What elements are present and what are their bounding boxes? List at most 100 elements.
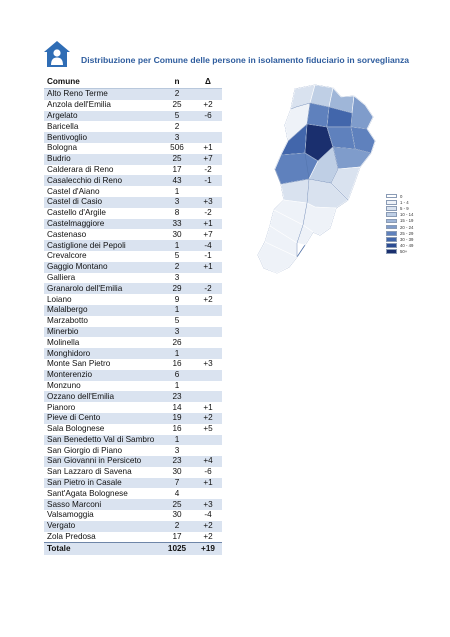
- column-header-delta: Δ: [194, 75, 222, 89]
- legend-swatch: [386, 218, 397, 224]
- column-header-comune: Comune: [44, 75, 160, 89]
- comune-cell: Castel d'Aiano: [47, 186, 100, 196]
- table-row: Loiano 9 +2: [44, 294, 222, 305]
- count-cell: 9: [174, 294, 180, 304]
- count-cell: 25: [160, 499, 194, 511]
- table-row: Anzola dell'Emilia 25 +2: [44, 100, 222, 111]
- comune-cell: Argelato: [44, 110, 160, 122]
- table-row: Castel d'Aiano 1: [44, 186, 222, 197]
- column-header-n: n: [160, 75, 194, 89]
- table-row: Zola Predosa 17 +2: [44, 532, 222, 543]
- delta-cell: +4: [194, 456, 222, 467]
- comune-cell: Monghidoro: [44, 348, 160, 359]
- count-cell: 7: [160, 477, 194, 489]
- legend-item: 1 - 4: [386, 199, 413, 205]
- legend-swatch: [386, 230, 397, 236]
- comune-cell: Baricella: [47, 121, 79, 131]
- quarantine-table: Comune n Δ Alto Reno Terme 2 Anzola dell'E…: [44, 75, 222, 556]
- comune-cell: San Lazzaro di Savena: [47, 467, 132, 477]
- table-row: Sasso Marconi 25 +3: [44, 499, 222, 511]
- table-row: Calderara di Reno 17 -2: [44, 165, 222, 176]
- count-cell: 5: [174, 316, 180, 326]
- delta-cell: +2: [203, 294, 213, 304]
- comune-cell: Valsamoggia: [47, 510, 94, 520]
- legend-item: 10 - 14: [386, 212, 413, 218]
- delta-cell: -4: [194, 240, 222, 251]
- comune-cell: Sant'Agata Bolognese: [47, 488, 128, 498]
- comune-cell: Monte San Pietro: [47, 359, 111, 369]
- table-row: Baricella 2: [44, 121, 222, 132]
- count-cell: 43: [160, 175, 194, 187]
- legend-swatch: [386, 237, 397, 242]
- table-row: Bologna 506 +1: [44, 143, 222, 154]
- comune-cell: Bentivoglio: [44, 132, 160, 143]
- count-cell: 6: [160, 369, 194, 381]
- table-row: Budrio 25 +7: [44, 153, 222, 165]
- total-count: 1025: [160, 542, 194, 556]
- comune-cell: Castel di Casio: [44, 196, 160, 208]
- table-row: Ozzano dell'Emilia 23: [44, 391, 222, 403]
- delta-cell: [194, 273, 222, 284]
- delta-cell: -6: [204, 467, 212, 477]
- delta-cell: -2: [204, 208, 212, 218]
- count-cell: 29: [160, 283, 194, 295]
- comune-cell: San Giovanni in Persiceto: [44, 456, 160, 467]
- delta-cell: [194, 381, 222, 392]
- legend-label: 40 - 49: [400, 243, 414, 249]
- comune-cell: San Giorgio di Piano: [47, 445, 123, 455]
- count-cell: 17: [172, 164, 182, 174]
- delta-cell: [194, 488, 222, 499]
- comune-cell: San Pietro in Casale: [44, 477, 160, 489]
- count-cell: 3: [174, 445, 180, 455]
- count-cell: 5: [174, 251, 180, 261]
- delta-cell: +1: [194, 261, 222, 273]
- legend-item: 40 - 49: [386, 243, 413, 249]
- table-row: Minerbio 3: [44, 326, 222, 338]
- table-row: Castel di Casio 3 +3: [44, 196, 222, 208]
- delta-cell: +3: [203, 359, 213, 369]
- table-row: San Giovanni in Persiceto 23 +4: [44, 456, 222, 467]
- delta-cell: +2: [203, 100, 213, 110]
- delta-cell: -4: [204, 510, 212, 520]
- table-row: Monterenzio 6: [44, 369, 222, 381]
- delta-cell: [194, 316, 222, 327]
- comune-cell: Vergato: [44, 520, 160, 532]
- count-cell: 3: [160, 326, 194, 338]
- legend-swatch: [386, 212, 397, 217]
- comune-cell: Pianoro: [47, 402, 76, 412]
- delta-cell: [194, 88, 222, 100]
- count-cell: 3: [160, 132, 194, 143]
- table-row: Argelato 5 -6: [44, 110, 222, 122]
- legend-label: 10 - 14: [400, 212, 414, 218]
- delta-cell: +2: [194, 520, 222, 532]
- comune-cell: Calderara di Reno: [47, 164, 114, 174]
- delta-cell: +1: [194, 477, 222, 489]
- delta-cell: +1: [194, 218, 222, 230]
- comune-cell: Ozzano dell'Emilia: [44, 391, 160, 403]
- table-row: San Giorgio di Piano 3: [44, 445, 222, 456]
- comune-cell: Alto Reno Terme: [44, 88, 160, 100]
- table-row: Monzuno 1: [44, 381, 222, 392]
- comune-cell: Loiano: [47, 294, 72, 304]
- comune-cell: Castiglione dei Pepoli: [44, 240, 160, 251]
- count-cell: 3: [174, 272, 180, 282]
- table-row: Crevalcore 5 -1: [44, 251, 222, 262]
- total-label: Totale: [44, 542, 160, 556]
- delta-cell: -1: [204, 251, 212, 261]
- comune-cell: Casalecchio di Reno: [44, 175, 160, 187]
- delta-cell: +5: [203, 424, 213, 434]
- comune-cell: Gaggio Montano: [44, 261, 160, 273]
- map-area-center-north: [306, 102, 330, 128]
- delta-cell: +1: [203, 143, 213, 153]
- delta-cell: [194, 348, 222, 359]
- table-row: Pianoro 14 +1: [44, 402, 222, 413]
- legend-item: 0: [386, 193, 413, 199]
- table-body: Alto Reno Terme 2 Anzola dell'Emilia 25 +2 Ar…: [44, 88, 222, 543]
- table-row: Malalbergo 1: [44, 304, 222, 316]
- count-cell: 14: [172, 402, 182, 412]
- count-cell: 506: [170, 143, 184, 153]
- count-cell: 25: [172, 100, 182, 110]
- delta-cell: [194, 121, 222, 132]
- comune-cell: Malalbergo: [44, 304, 160, 316]
- delta-cell: [194, 369, 222, 381]
